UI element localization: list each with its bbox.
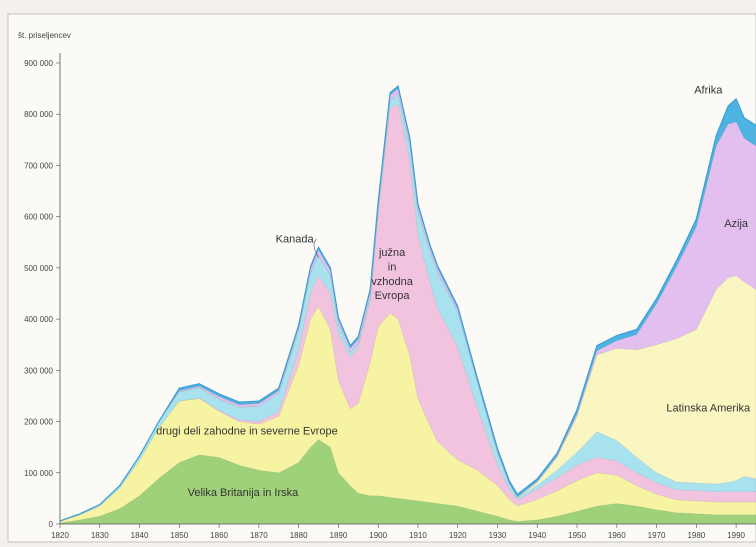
y-tick-label: 200 000 [24,418,53,427]
stacked-areas [59,85,756,525]
x-tick-label: 1870 [250,531,268,540]
annotation-label: Afrika [694,85,723,97]
x-tick-label: 1840 [131,531,149,540]
y-tick-label: 0 [49,520,54,529]
annotation-label: južna [378,247,406,259]
x-tick-label: 1860 [210,531,228,540]
annotation-label: vzhodna [371,276,413,288]
x-tick-label: 1950 [568,531,586,540]
annotations: Kanada južna in vzhodna Evropa drugi deli zah… [156,85,751,499]
y-tick-label: 500 000 [24,264,53,273]
annotation-label: Latinska Amerika [666,402,751,414]
x-tick-label: 1960 [608,531,626,540]
annotation-label: Velika Britanija in Irska [188,487,300,499]
annotation-label: Evropa [375,290,411,302]
x-tick-label: 1910 [409,531,427,540]
kanada-leader-line [313,239,319,258]
x-axis: 1820 1830 1840 1850 1860 1870 1880 1890 1900 1910… [51,523,756,540]
x-tick-label: 1990 [727,531,745,540]
x-tick-label: 1980 [687,531,705,540]
x-tick-label: 1890 [330,531,348,540]
x-tick-label: 1940 [528,531,546,540]
x-tick-label: 1880 [290,531,308,540]
x-tick-label: 1900 [369,531,387,540]
annotation-label: in [388,261,397,273]
annotation-label: Kanada [276,233,315,245]
y-tick-label: 800 000 [24,110,53,119]
total-outline [59,85,756,522]
x-tick-label: 1850 [170,531,188,540]
y-tick-label: 300 000 [24,366,53,375]
annotation-label: Azija [724,218,749,230]
y-tick-label: 100 000 [24,469,53,478]
x-tick-label: 1970 [648,531,666,540]
y-tick-label: 900 000 [24,59,53,68]
y-axis: 0 100 000 200 000 300 000 400 000 500 000 600 … [24,53,61,529]
y-tick-label: 700 000 [24,161,53,170]
annotation-label: drugi deli zahodne in severne Evrope [156,425,338,437]
x-tick-label: 1820 [51,531,69,540]
x-tick-label: 1920 [449,531,467,540]
x-tick-label: 1930 [489,531,507,540]
y-tick-label: 600 000 [24,213,53,222]
y-tick-label: 400 000 [24,315,53,324]
x-tick-label: 1830 [91,531,109,540]
y-axis-label: št. priseljencev [18,31,71,40]
